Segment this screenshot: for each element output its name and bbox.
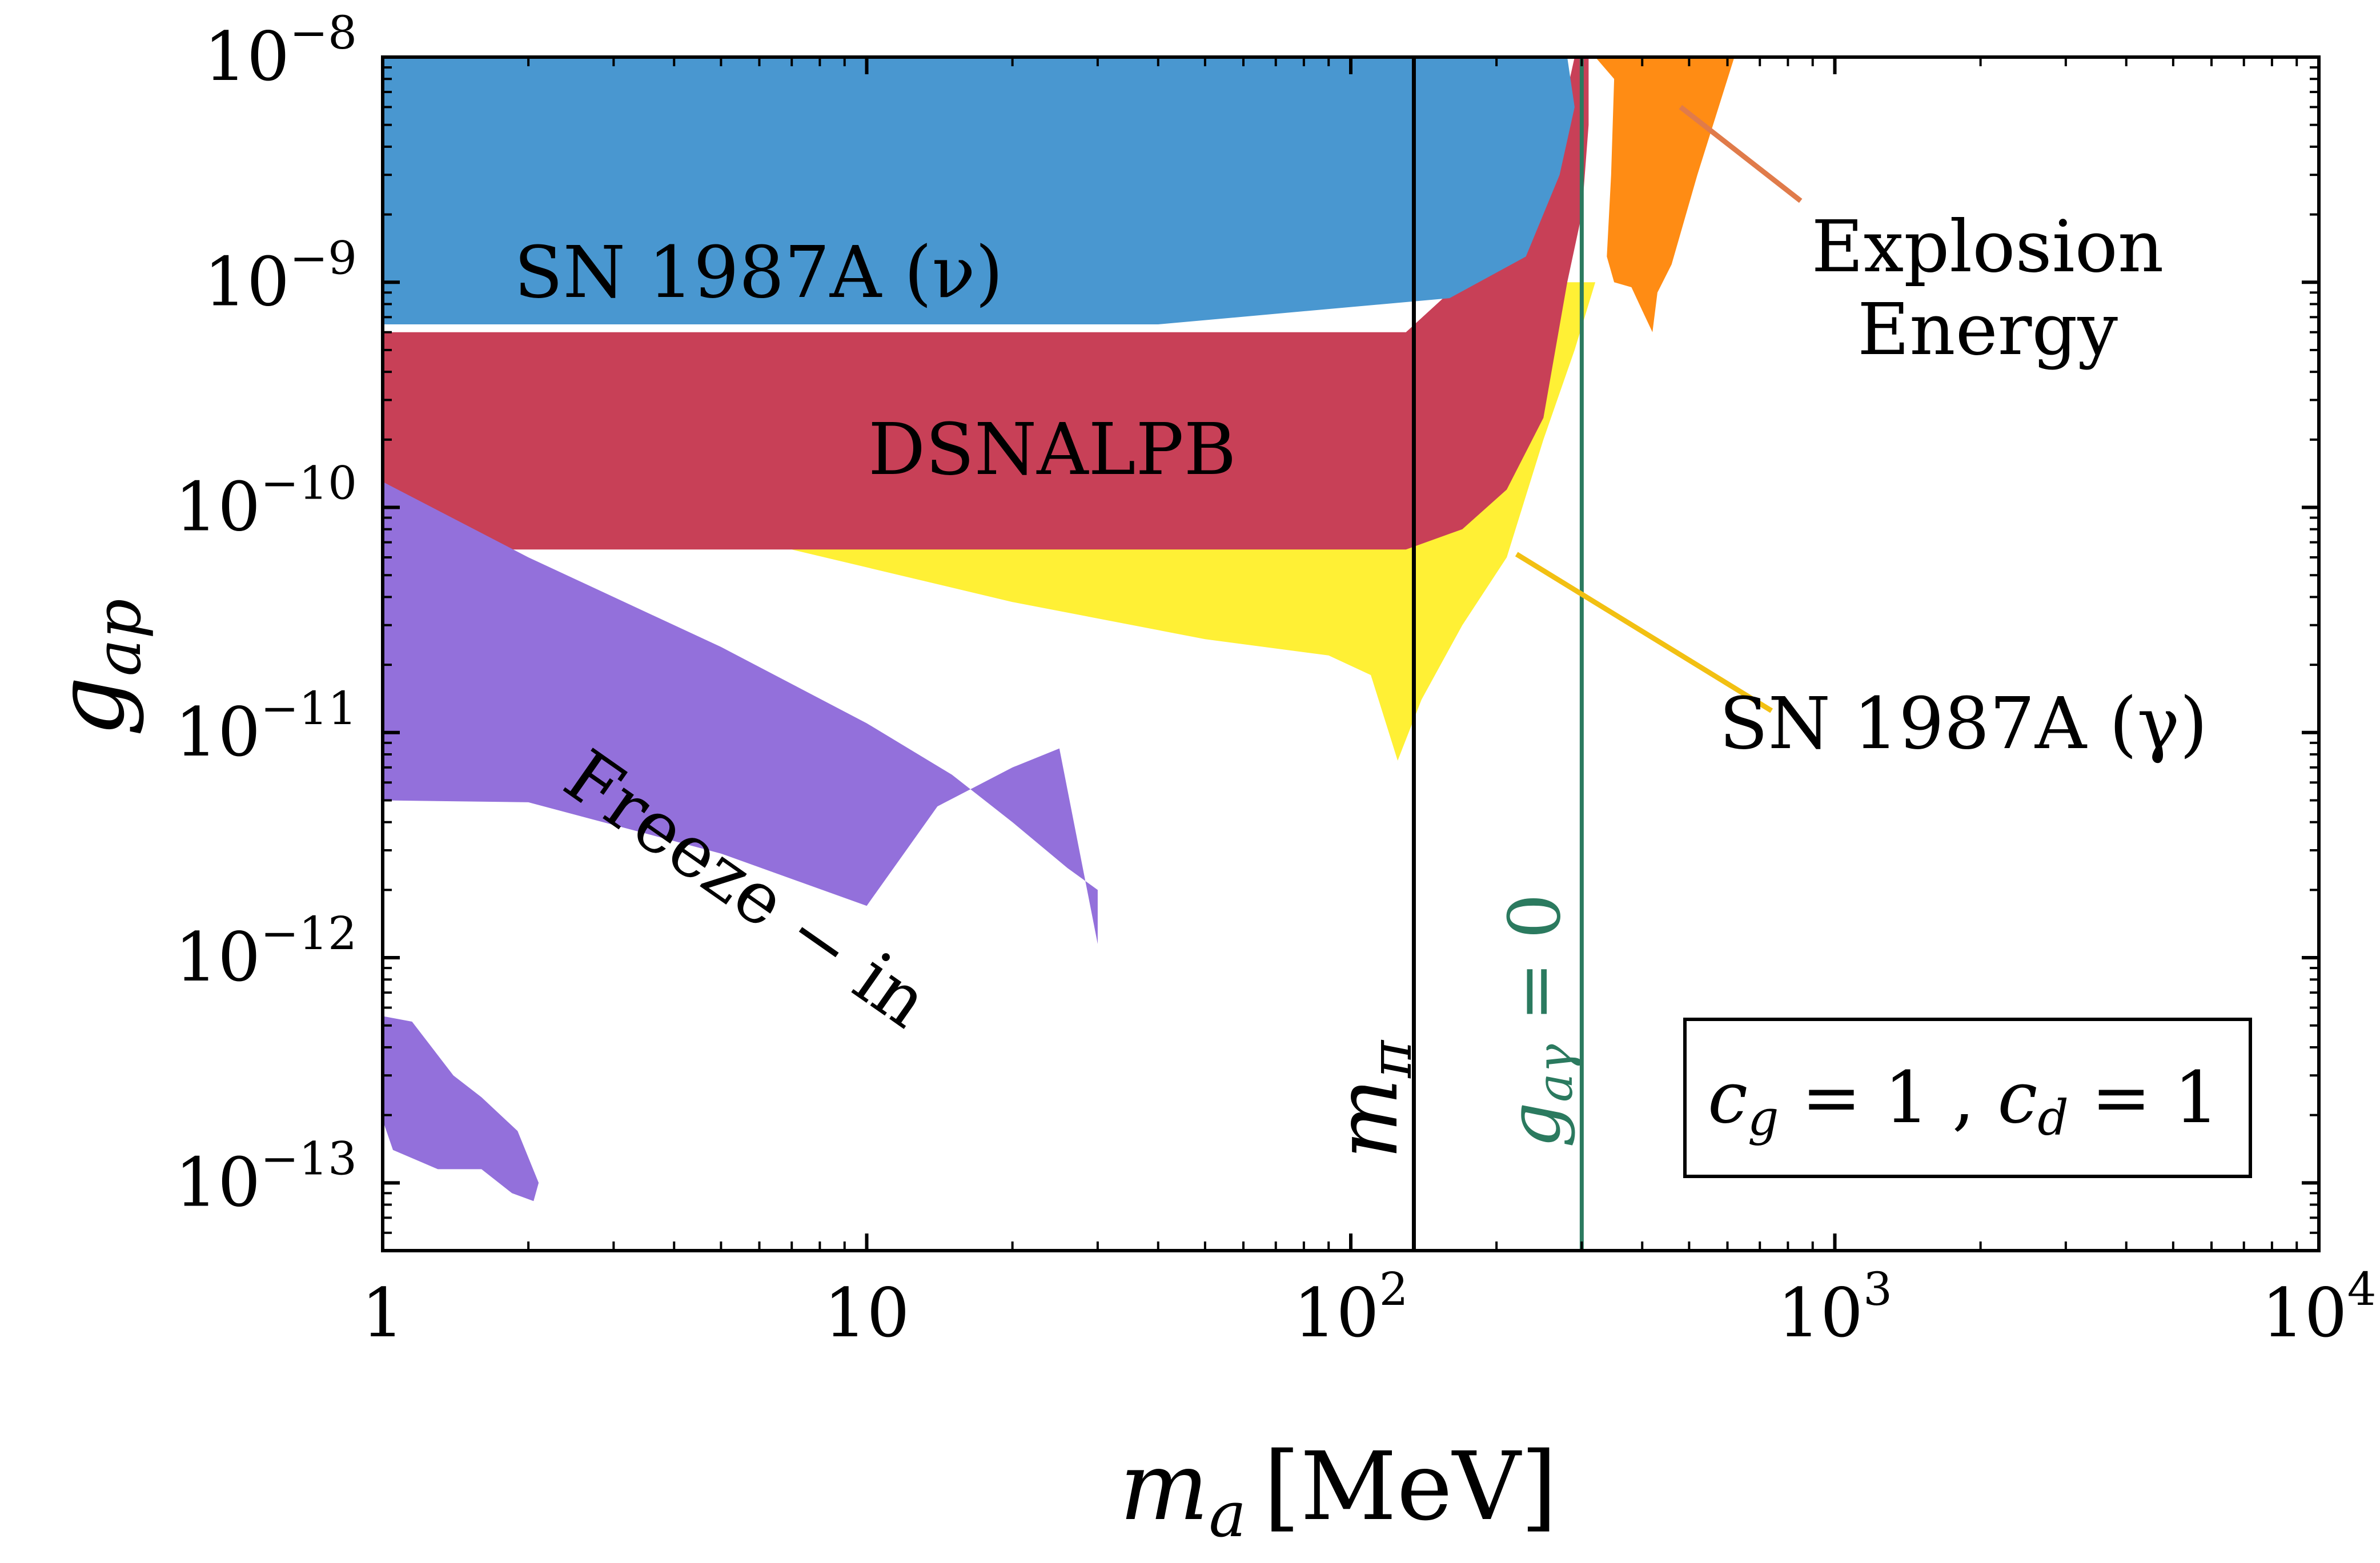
label-g-agamma-zero: gaγ = 0 (1494, 894, 1584, 1148)
label-sn-nu: SN 1987A (ν) (514, 231, 1003, 314)
y-tick-label: 10−8 (204, 6, 357, 96)
annotation-line-explosion (1679, 105, 1803, 203)
x-tick-label: 10 (824, 1273, 909, 1352)
x-tick-label: 102 (1293, 1263, 1408, 1352)
parameter-box-frame (1683, 1018, 2252, 1178)
label-dsnalpb: DSNALPB (868, 408, 1236, 491)
y-tick-labels: 10−8 10−9 10−10 10−11 10−12 10−13 (175, 6, 357, 1222)
x-axis-title: ma [MeV] (1119, 1432, 1558, 1551)
x-tick-label: 104 (2261, 1263, 2376, 1352)
region-sn-nu (383, 57, 1575, 324)
x-tick-label: 1 (361, 1273, 404, 1352)
y-tick-label: 10−9 (204, 231, 357, 321)
vertical-lines (1411, 57, 1584, 1251)
region-dsnalpb (383, 57, 1589, 550)
y-tick-label: 10−10 (175, 457, 357, 547)
y-axis-title: gap (35, 598, 155, 737)
label-sn-gamma: SN 1987A (γ) (1719, 682, 2208, 765)
y-tick-label: 10−11 (175, 682, 357, 772)
region-explosion (1595, 57, 1735, 332)
region-freeze-in (383, 481, 1098, 945)
parameter-box: cg = 1 , cd = 1 (1683, 1018, 2252, 1178)
region-freeze-in-blob (383, 1016, 539, 1202)
annotation-lines (1515, 105, 1803, 713)
plot-frame (381, 55, 2321, 1252)
x-tick-label: 103 (1777, 1263, 1892, 1352)
y-tick-label: 10−13 (175, 1132, 357, 1222)
label-m-pi: mπ (1318, 1039, 1424, 1159)
parameter-box-text: cg = 1 , cd = 1 (1708, 1056, 2220, 1147)
label-explosion-line2: Energy (1857, 288, 2118, 371)
annotation-line-sn-gamma (1515, 552, 1773, 713)
label-explosion-line1: Explosion (1812, 206, 2164, 288)
y-tick-label: 10−12 (175, 907, 357, 997)
x-tick-labels: 1 10 102 103 104 (361, 1263, 2376, 1352)
